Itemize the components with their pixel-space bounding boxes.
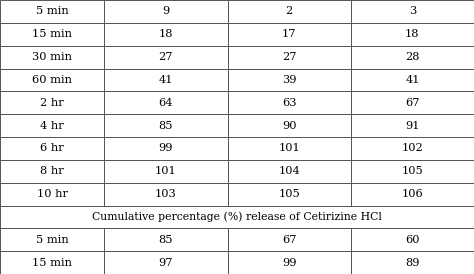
Bar	[351, 46, 474, 68]
Bar	[0, 251, 104, 274]
Bar	[351, 91, 474, 114]
Text: 9: 9	[162, 6, 170, 16]
Text: 18: 18	[405, 29, 419, 39]
Bar	[104, 114, 228, 137]
Text: 10 hr: 10 hr	[36, 189, 68, 199]
Bar	[351, 137, 474, 160]
Bar	[0, 68, 104, 91]
Bar	[351, 228, 474, 251]
Text: 3: 3	[409, 6, 416, 16]
Text: 102: 102	[401, 143, 423, 153]
Bar	[228, 91, 351, 114]
Bar	[0, 160, 104, 183]
Text: Cumulative percentage (%) release of Cetirizine HCl: Cumulative percentage (%) release of Cet…	[92, 212, 382, 222]
Bar	[104, 251, 228, 274]
Bar	[228, 251, 351, 274]
Bar	[104, 137, 228, 160]
Bar	[351, 0, 474, 23]
Text: 64: 64	[159, 98, 173, 108]
Text: 91: 91	[405, 121, 419, 131]
Text: 2: 2	[285, 6, 293, 16]
Text: 99: 99	[282, 258, 296, 268]
Bar	[0, 137, 104, 160]
Bar	[228, 0, 351, 23]
Text: 104: 104	[278, 166, 300, 176]
Text: 5 min: 5 min	[36, 6, 69, 16]
Text: 27: 27	[282, 52, 296, 62]
Bar	[0, 91, 104, 114]
Text: 89: 89	[405, 258, 419, 268]
Bar	[0, 23, 104, 46]
Text: 105: 105	[401, 166, 423, 176]
Text: 2 hr: 2 hr	[40, 98, 64, 108]
Bar	[228, 23, 351, 46]
Bar	[228, 114, 351, 137]
Text: 15 min: 15 min	[32, 29, 72, 39]
Bar	[351, 114, 474, 137]
Text: 17: 17	[282, 29, 296, 39]
Text: 41: 41	[159, 75, 173, 85]
Text: 28: 28	[405, 52, 419, 62]
Bar	[228, 137, 351, 160]
Text: 101: 101	[278, 143, 300, 153]
Bar	[228, 46, 351, 68]
Bar	[228, 228, 351, 251]
Text: 27: 27	[159, 52, 173, 62]
Text: 6 hr: 6 hr	[40, 143, 64, 153]
Bar	[0, 114, 104, 137]
Text: 101: 101	[155, 166, 177, 176]
Text: 8 hr: 8 hr	[40, 166, 64, 176]
Text: 39: 39	[282, 75, 296, 85]
Bar	[228, 183, 351, 206]
Bar	[104, 91, 228, 114]
Bar	[351, 68, 474, 91]
Text: 97: 97	[159, 258, 173, 268]
Text: 18: 18	[159, 29, 173, 39]
Text: 63: 63	[282, 98, 296, 108]
Bar	[104, 23, 228, 46]
Text: 5 min: 5 min	[36, 235, 69, 245]
Bar	[0, 183, 104, 206]
Bar	[104, 68, 228, 91]
Bar	[104, 46, 228, 68]
Bar	[228, 160, 351, 183]
Text: 67: 67	[282, 235, 296, 245]
Bar	[351, 183, 474, 206]
Bar	[228, 68, 351, 91]
Bar	[351, 23, 474, 46]
Bar	[0, 206, 474, 228]
Bar	[0, 0, 104, 23]
Bar	[104, 228, 228, 251]
Text: 4 hr: 4 hr	[40, 121, 64, 131]
Text: 90: 90	[282, 121, 296, 131]
Bar	[351, 160, 474, 183]
Text: 106: 106	[401, 189, 423, 199]
Text: 85: 85	[159, 121, 173, 131]
Text: 41: 41	[405, 75, 419, 85]
Bar	[104, 160, 228, 183]
Text: 60: 60	[405, 235, 419, 245]
Bar	[0, 228, 104, 251]
Text: 67: 67	[405, 98, 419, 108]
Bar	[104, 183, 228, 206]
Text: 15 min: 15 min	[32, 258, 72, 268]
Bar	[104, 0, 228, 23]
Bar	[351, 251, 474, 274]
Text: 105: 105	[278, 189, 300, 199]
Text: 60 min: 60 min	[32, 75, 72, 85]
Text: 103: 103	[155, 189, 177, 199]
Bar	[0, 46, 104, 68]
Text: 30 min: 30 min	[32, 52, 72, 62]
Text: 99: 99	[159, 143, 173, 153]
Text: 85: 85	[159, 235, 173, 245]
